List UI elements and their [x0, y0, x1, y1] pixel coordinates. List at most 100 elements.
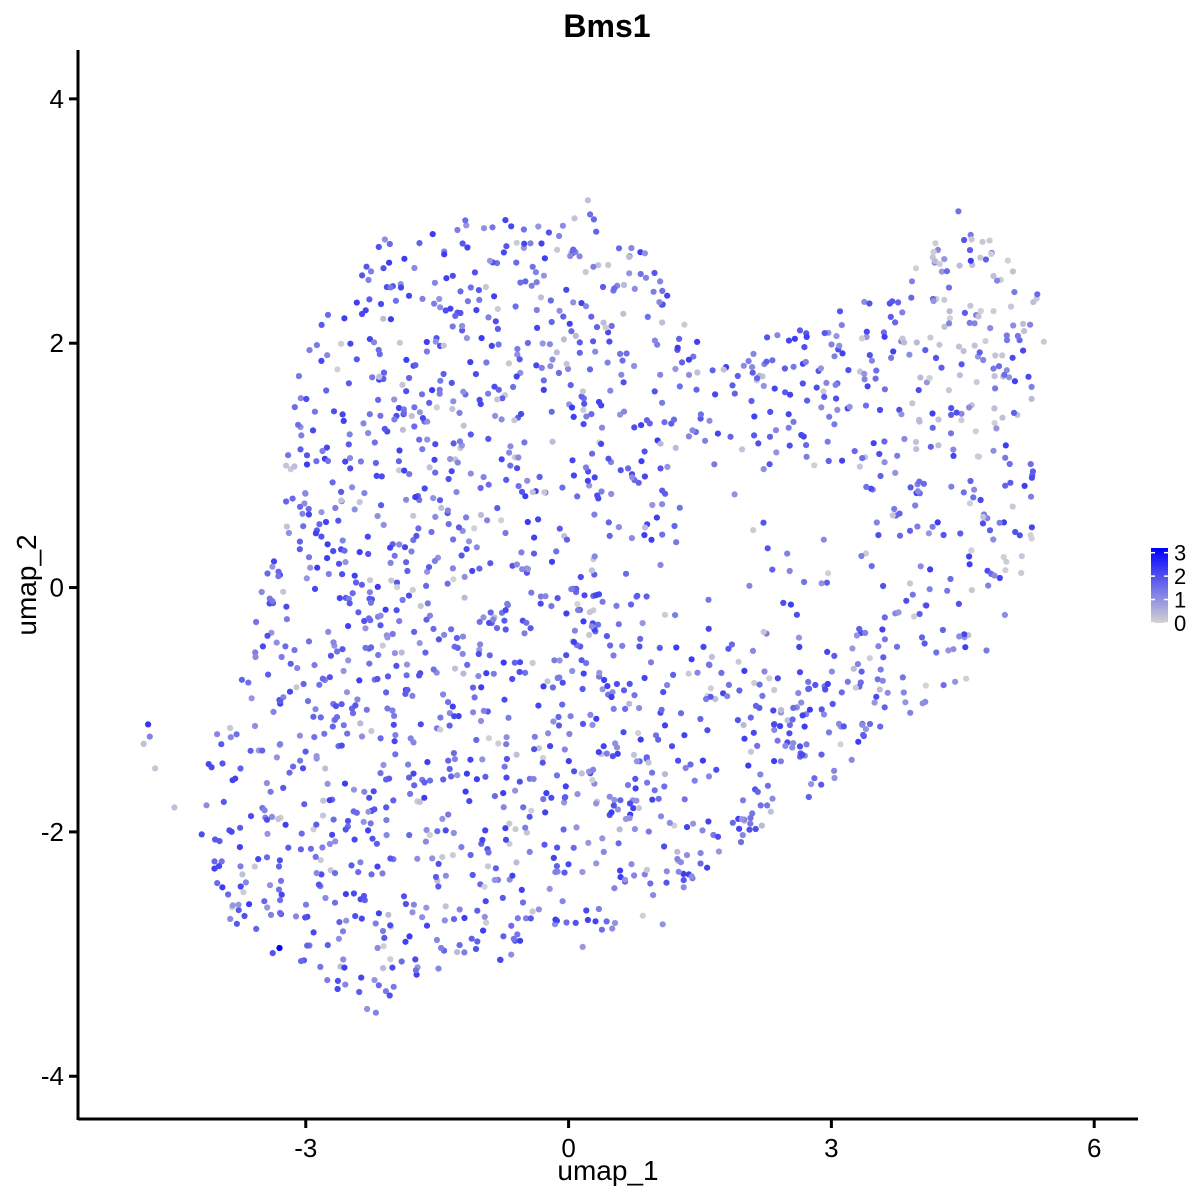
data-point [881, 386, 889, 393]
data-point [331, 870, 339, 877]
data-point [763, 358, 770, 365]
data-point [393, 607, 400, 614]
data-point [1028, 383, 1035, 390]
data-point [391, 552, 398, 559]
data-point [446, 765, 453, 773]
data-point [514, 465, 521, 472]
data-point [806, 706, 814, 713]
data-point [429, 855, 436, 862]
data-point [304, 698, 312, 705]
data-point [433, 936, 440, 944]
data-point [850, 665, 857, 672]
data-point [248, 695, 255, 702]
data-point [534, 324, 541, 331]
data-point [724, 693, 731, 700]
data-point [471, 269, 478, 276]
data-point [500, 804, 507, 811]
data-point [387, 284, 394, 291]
data-point [261, 807, 268, 814]
data-point [712, 695, 719, 703]
data-point [914, 523, 921, 530]
data-point [448, 773, 455, 780]
data-point [991, 373, 998, 380]
data-point [237, 765, 244, 772]
data-point [251, 722, 259, 730]
data-point [313, 753, 320, 760]
data-point [236, 844, 243, 851]
data-point [555, 722, 563, 729]
data-point [455, 713, 462, 720]
data-point [353, 809, 360, 816]
data-point [510, 935, 517, 942]
data-point [342, 826, 349, 833]
data-point [529, 489, 536, 496]
data-point [365, 808, 372, 815]
data-point [825, 457, 832, 465]
data-point [280, 588, 287, 595]
data-point [877, 723, 884, 730]
data-point [501, 763, 508, 770]
data-point [382, 988, 389, 995]
data-point [745, 358, 752, 365]
data-point [454, 459, 461, 466]
data-point [445, 699, 452, 706]
data-point [330, 548, 337, 555]
data-point [588, 567, 596, 574]
data-point [483, 359, 490, 366]
data-point [406, 832, 413, 839]
data-point [627, 601, 635, 608]
data-point [463, 546, 470, 553]
data-point [940, 682, 947, 689]
data-point [930, 248, 937, 255]
data-point [300, 680, 307, 688]
data-point [621, 876, 629, 883]
data-point [500, 249, 507, 256]
data-point [553, 772, 561, 779]
data-point [342, 981, 349, 988]
data-point [440, 776, 447, 783]
data-point [282, 643, 289, 650]
data-point [787, 391, 794, 398]
data-point [741, 667, 748, 675]
data-point [838, 689, 845, 696]
data-point [506, 840, 513, 847]
data-point [387, 855, 394, 862]
data-point [425, 564, 433, 571]
data-point [313, 821, 320, 828]
data-point [837, 741, 844, 748]
data-point [697, 411, 705, 418]
data-point [923, 602, 930, 609]
data-point [805, 678, 812, 686]
data-point [359, 272, 366, 279]
data-point [378, 502, 385, 509]
data-point [752, 825, 759, 833]
data-point [649, 501, 656, 509]
data-point [298, 958, 305, 965]
data-point [429, 387, 436, 394]
data-point [881, 704, 888, 711]
data-point [399, 381, 406, 388]
data-point [747, 814, 754, 822]
data-point [983, 647, 990, 654]
data-point [293, 684, 300, 691]
data-point [657, 465, 664, 472]
data-point [354, 696, 361, 703]
data-point [605, 455, 612, 462]
data-point [782, 742, 789, 750]
data-point [341, 964, 348, 971]
data-point [334, 977, 341, 985]
data-point [866, 655, 873, 662]
data-point [661, 783, 668, 790]
data-point [747, 820, 754, 827]
data-point [522, 824, 529, 831]
data-point [966, 404, 973, 411]
data-point [524, 518, 531, 526]
data-point [518, 886, 525, 894]
data-point [574, 791, 581, 798]
data-point [492, 412, 499, 419]
data-point [347, 465, 354, 472]
data-point [734, 372, 741, 380]
data-point [625, 465, 632, 472]
data-point [955, 600, 963, 608]
